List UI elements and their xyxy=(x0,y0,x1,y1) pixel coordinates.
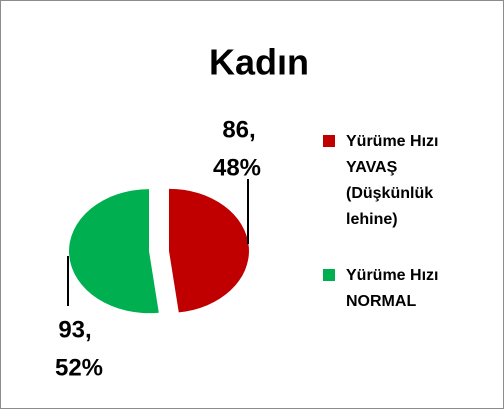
legend-label: Yürüme Hızı YAVAŞ (Düşkünlük lehine) xyxy=(346,133,439,228)
legend-swatch xyxy=(323,269,335,281)
chart-title: Kadın xyxy=(209,42,309,83)
percent-label: 52% xyxy=(55,354,103,381)
pie-slice xyxy=(168,188,249,313)
pie-slice xyxy=(69,189,159,314)
legend-label: Yürüme Hızı NORMAL xyxy=(346,267,439,310)
data-label: 86, xyxy=(222,116,255,143)
percent-label: 48% xyxy=(213,154,261,181)
data-label: 93, xyxy=(58,316,91,343)
legend-swatch xyxy=(323,135,335,147)
